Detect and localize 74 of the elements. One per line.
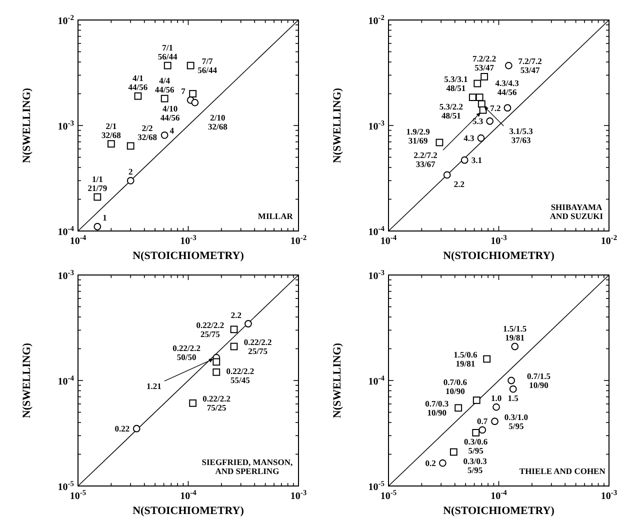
annotation: 1.0 <box>490 393 502 404</box>
annotation: 4/1 44/56 <box>128 73 148 92</box>
annotation: 7.2/2.2 53/47 <box>472 54 496 73</box>
y-tick-label: 10$^{-4}$ <box>58 373 74 388</box>
annotation: 0.3/1.0 5/95 <box>504 412 528 431</box>
annotation: 2.2/7.2 33/67 <box>414 150 438 170</box>
annotation: 1.5/0.6 19/81 <box>454 349 478 368</box>
annotation: 0.2 <box>425 458 436 468</box>
annotation: 4 <box>170 126 175 136</box>
annotation: 4/10 44/56 <box>160 104 180 123</box>
annotation: THIELE AND COHEN <box>519 466 606 476</box>
annotation: 3.1/5.3 37/63 <box>509 126 533 145</box>
y-axis-title: N(SWELLING) <box>332 88 344 164</box>
annotation: 7 <box>181 86 186 96</box>
annotation: 5.3 <box>472 116 484 126</box>
annotation: 2.2 <box>230 310 242 320</box>
annotation: 1.21 <box>146 381 162 392</box>
x-tick-label: 10$^{-3}$ <box>600 488 618 502</box>
annotation: 1 <box>102 212 107 223</box>
y-axis-title: N(SWELLING) <box>332 342 344 418</box>
x-tick-label: 10$^{-3}$ <box>180 232 197 247</box>
annotation: 0.3/0.6 5/95 <box>464 436 488 456</box>
annotation: 4.3 <box>464 133 474 144</box>
annotation: 0.22/2.2 75/25 <box>202 394 231 413</box>
annotation: 4/4 44/56 <box>154 76 174 95</box>
x-axis-title: N(STOICHIOMETRY) <box>132 505 244 517</box>
annotation: SIEGFRIED, MANSON, AND SPERLING <box>202 457 293 476</box>
annotation: 0.7/0.3 10/90 <box>425 398 449 418</box>
annotation: 5.3/3.1 48/51 <box>444 74 468 94</box>
annotation: SHIBAYAMA AND SUZUKI <box>550 202 604 221</box>
annotation: 1/1 21/79 <box>88 174 108 194</box>
annotation: 0.22/2.2 25/75 <box>244 337 272 356</box>
annotation: 4.3/4.3 44/56 <box>495 78 519 98</box>
y-tick-label: 10$^{-3}$ <box>58 268 74 282</box>
x-axis-title: N(STOICHIOMETRY) <box>443 505 555 517</box>
annotation: 0.3/0.3 5/95 <box>463 456 487 476</box>
annotation: 3.1 <box>471 155 482 166</box>
x-tick-label: 10$^{-3}$ <box>290 488 307 502</box>
annotation: 7/1 56/44 <box>158 42 178 62</box>
y-axis-title: N(SWELLING) <box>21 342 33 418</box>
annotation: 2.2 <box>454 178 464 189</box>
x-tick-label: 10$^{-4}$ <box>180 488 197 502</box>
annotation: 0.22/2.2 50/50 <box>172 343 201 362</box>
annotation: 2 <box>128 166 133 177</box>
annotation: 0.7/1.5 10/90 <box>526 371 551 390</box>
y-axis-title: N(SWELLING) <box>21 88 33 164</box>
y-tick-label: 10$^{-2}$ <box>58 12 74 27</box>
annotation: 0.22/2.2 25/75 <box>196 320 224 339</box>
annotation: 1.9/2.9 31/69 <box>406 126 430 146</box>
y-tick-label: 10$^{-2}$ <box>368 12 385 27</box>
y-tick-label: 10$^{-4}$ <box>368 373 385 388</box>
x-tick-label: 10$^{-3}$ <box>490 232 508 247</box>
x-tick-label: 10$^{-4}$ <box>490 488 508 502</box>
x-axis-title: N(STOICHIOMETRY) <box>443 250 555 262</box>
annotation: 5.3/2.2 48/51 <box>439 101 464 120</box>
annotation: 1.5 <box>508 393 518 404</box>
annotation: 0.7/0.6 10/90 <box>443 377 467 396</box>
annotation: 1.5/1.5 19/81 <box>503 324 527 343</box>
annotation: 0.7 <box>477 416 488 426</box>
annotation: 0.22/2.2 55/45 <box>226 366 254 385</box>
annotation: 0.22 <box>114 424 130 434</box>
y-tick-label: 10$^{-3}$ <box>368 268 385 282</box>
annotation: 7.2/7.2 53/47 <box>518 56 542 76</box>
x-axis-title: N(STOICHIOMETRY) <box>132 250 244 262</box>
annotation: 2/10 32/68 <box>208 112 228 132</box>
x-tick-label: 10$^{-2}$ <box>290 232 307 247</box>
y-tick-label: 10$^{-3}$ <box>368 118 385 132</box>
annotation: 7.2 <box>490 102 501 113</box>
x-tick-label: 10$^{-2}$ <box>600 232 618 247</box>
annotation: 7/7 56/44 <box>198 56 218 76</box>
y-tick-label: 10$^{-3}$ <box>58 118 74 132</box>
annotation: 2/2 32/68 <box>138 122 158 142</box>
annotation: 2/1 32/68 <box>102 120 121 140</box>
annotation: MILLAR <box>258 211 294 221</box>
